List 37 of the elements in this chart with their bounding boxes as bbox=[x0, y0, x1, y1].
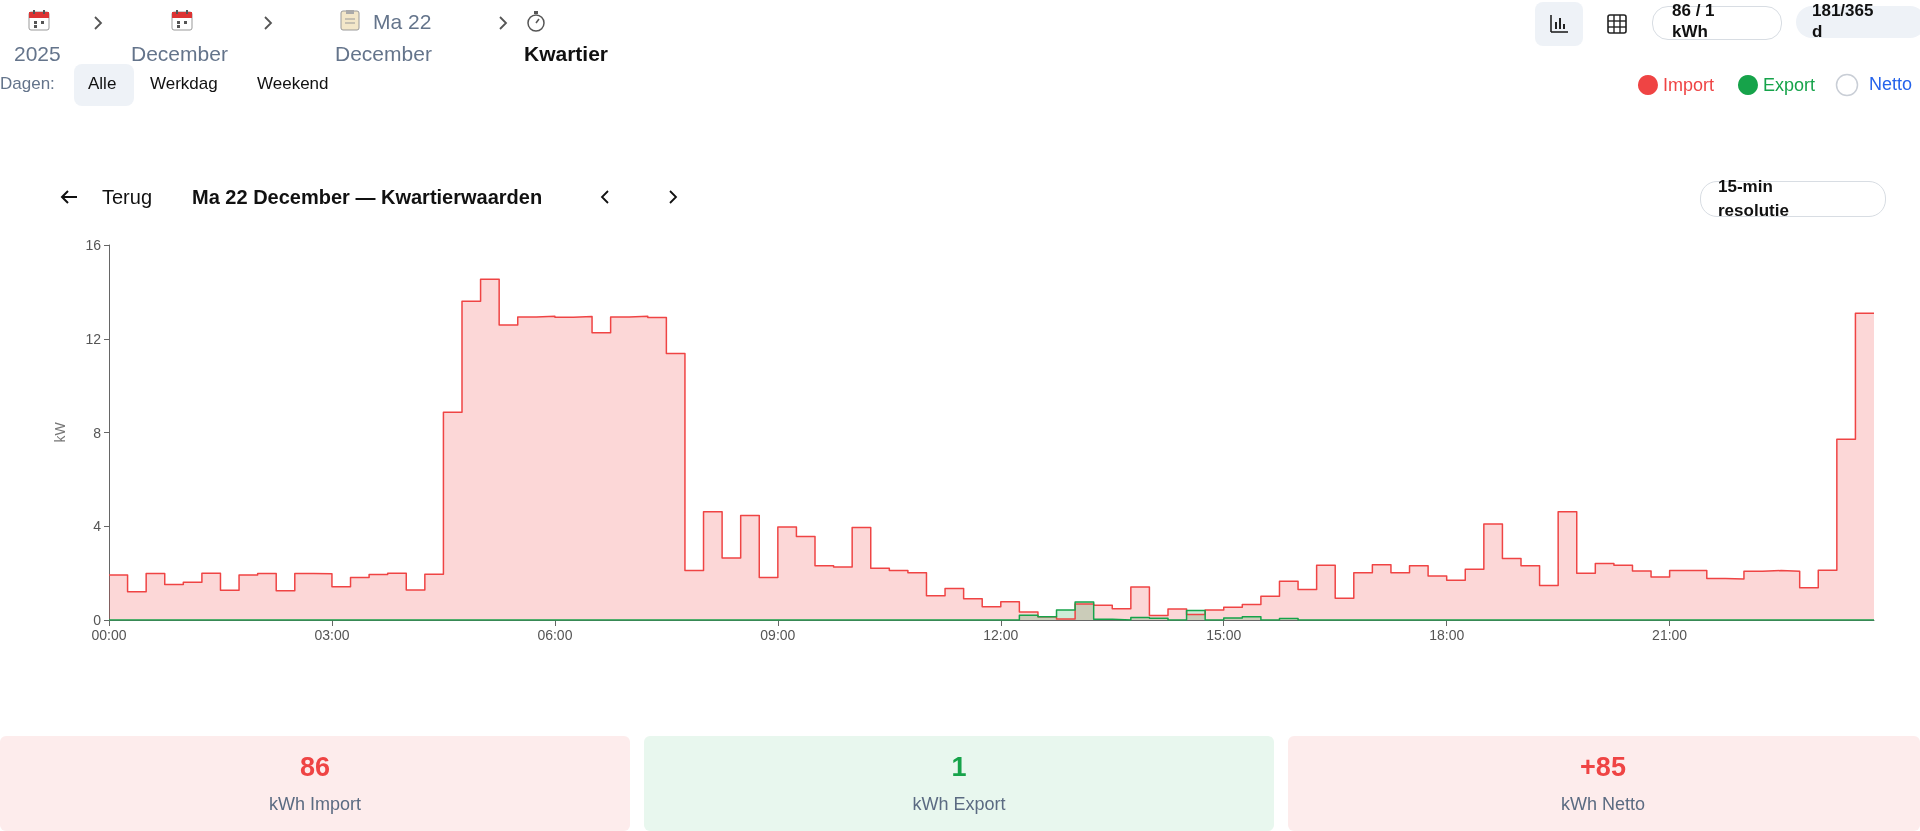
text: December bbox=[131, 42, 228, 66]
text: kWh Netto bbox=[1560, 794, 1646, 815]
text: 86 / 1 kWh bbox=[1672, 0, 1716, 42]
y-tick-label: 4 bbox=[93, 518, 102, 535]
text: kWh Export bbox=[911, 794, 1007, 815]
text: Weekend bbox=[257, 74, 329, 94]
text: 15-min resolutie bbox=[1718, 176, 1790, 222]
text: kWh Import bbox=[268, 794, 362, 815]
text: Netto bbox=[1869, 74, 1913, 95]
text: 2025 bbox=[14, 42, 61, 66]
legend-label: Import bbox=[1662, 75, 1714, 95]
text: Werkdag bbox=[150, 74, 218, 94]
x-tick-label: 06:00 bbox=[537, 627, 573, 643]
x-tick-label: 09:00 bbox=[760, 627, 796, 643]
text: Dagen: bbox=[0, 74, 55, 94]
x-tick-label: 21:00 bbox=[1652, 627, 1688, 643]
x-tick-label: 15:00 bbox=[1206, 627, 1242, 643]
y-tick-label: 12 bbox=[85, 330, 102, 347]
y-axis-title: kW bbox=[52, 421, 68, 443]
text: Terug bbox=[102, 186, 153, 209]
text: December bbox=[335, 42, 432, 66]
text: Ma 22 bbox=[373, 10, 432, 34]
text: +85 bbox=[1579, 752, 1627, 783]
y-tick-label: 0 bbox=[93, 612, 102, 628]
x-tick-label: 00:00 bbox=[91, 627, 127, 643]
text: Alle bbox=[88, 74, 117, 94]
chart-title: Ma 22 December — Kwartierwaarden bbox=[192, 186, 543, 209]
text: 181/365 d bbox=[1812, 0, 1875, 42]
text: Kwartier bbox=[524, 42, 609, 66]
x-tick-label: 12:00 bbox=[983, 627, 1019, 643]
y-tick-label: 16 bbox=[85, 237, 102, 253]
legend-label: Export bbox=[1762, 75, 1816, 95]
x-tick-label: 18:00 bbox=[1429, 627, 1465, 643]
x-tick-label: 03:00 bbox=[314, 627, 350, 643]
text: 1 bbox=[950, 752, 968, 783]
y-tick-label: 8 bbox=[93, 424, 102, 441]
text: 86 bbox=[298, 752, 331, 783]
